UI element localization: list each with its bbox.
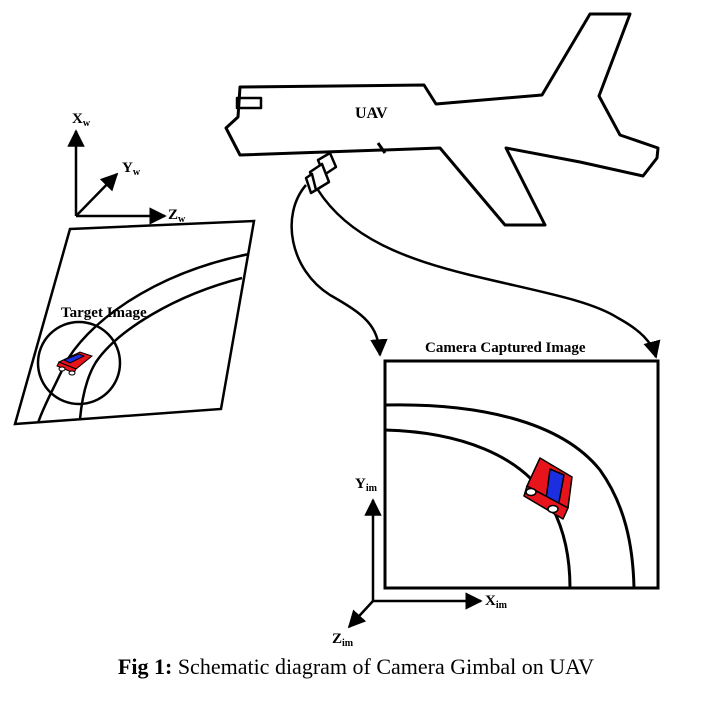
uav-wing-line	[376, 142, 387, 154]
uav-aircraft	[224, 12, 660, 227]
camera-gimbal	[304, 151, 338, 195]
captured-image-border	[383, 359, 660, 590]
figure-caption: Fig 1: Schematic diagram of Camera Gimba…	[0, 654, 712, 680]
projection-curve-left	[290, 184, 388, 357]
target-circle	[36, 320, 122, 406]
captured-image-frame	[383, 359, 660, 590]
captured-image-label: Camera Captured Image	[425, 340, 586, 356]
caption-prefix: Fig 1:	[117, 654, 173, 679]
projection-curve-right	[316, 189, 661, 359]
ground-road-inner-curve	[78, 276, 243, 420]
uav-label: UAV	[355, 105, 388, 122]
uav-fuselage-outline	[224, 12, 660, 227]
target-car-large	[523, 457, 573, 520]
uav-cockpit-window	[235, 96, 263, 110]
world-axes	[67, 129, 167, 225]
world-y-label: Yw	[122, 160, 141, 178]
image-axes	[347, 498, 483, 629]
ground-plane-outline	[13, 219, 256, 426]
ground-road-outer-curve	[36, 252, 250, 424]
image-x-label: Xim	[485, 593, 508, 611]
captured-road-outer-curve	[384, 403, 636, 589]
target-car-small	[56, 351, 94, 376]
image-y-label: Yim	[355, 476, 378, 494]
caption-text: Schematic diagram of Camera Gimbal on UA…	[172, 654, 595, 679]
world-y-axis	[75, 172, 119, 217]
captured-road-inner-curve	[384, 428, 572, 589]
image-z-axis	[347, 600, 374, 629]
world-z-label: Zw	[168, 207, 186, 225]
target-image-label: Target Image	[61, 305, 147, 321]
world-x-label: Xw	[72, 111, 91, 129]
ground-plane	[13, 219, 256, 426]
image-z-label: Zim	[332, 631, 354, 649]
